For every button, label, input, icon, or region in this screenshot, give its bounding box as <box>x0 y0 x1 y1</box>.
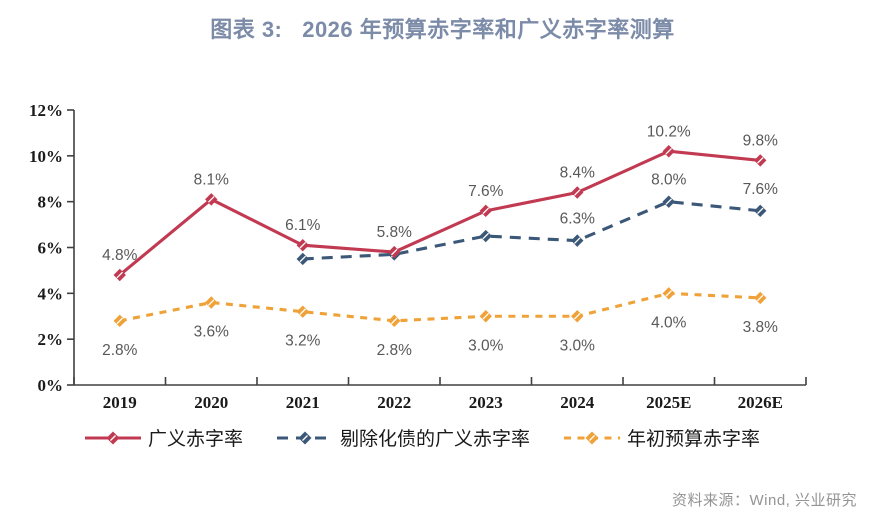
marker-highlight <box>299 241 307 249</box>
legend-label-2: 年初预算赤字率 <box>627 429 761 450</box>
x-tick-label: 2023 <box>469 393 503 412</box>
x-tick-label: 2020 <box>194 393 228 412</box>
legend-marker-0 <box>85 431 141 444</box>
marker-highlight <box>665 290 673 297</box>
data-label: 4.8% <box>102 247 138 264</box>
marker-highlight <box>299 255 307 263</box>
data-label: 8.1% <box>194 171 230 188</box>
marker-highlight <box>573 312 581 320</box>
legend-item-1: 剔除化债的广义赤字率 <box>277 424 530 451</box>
marker-highlight <box>390 248 398 256</box>
legend-item-2: 年初预算赤字率 <box>564 424 760 451</box>
legend-item-0: 广义赤字率 <box>85 424 243 451</box>
data-label: 7.6% <box>468 183 504 200</box>
series-line-1 <box>302 200 761 261</box>
data-label: 2.8% <box>377 342 413 359</box>
data-label: 6.3% <box>560 211 596 228</box>
y-tick-label: 0% <box>38 376 64 395</box>
data-label: 2.8% <box>102 342 138 359</box>
x-tick-label: 2024 <box>560 393 595 412</box>
source-note: 资料来源：Wind, 兴业研究 <box>671 492 857 509</box>
data-label: 4.0% <box>651 314 687 331</box>
marker-highlight <box>482 207 490 215</box>
y-tick-label: 6% <box>38 239 64 258</box>
data-label: 7.6% <box>743 181 779 198</box>
data-label: 8.0% <box>651 172 687 189</box>
marker-highlight <box>207 299 215 306</box>
y-tick-label: 4% <box>38 284 64 303</box>
legend-label-1: 剔除化债的广义赤字率 <box>340 429 531 450</box>
data-label: 3.2% <box>285 333 321 350</box>
chart-title: 图表 3: 2026 年预算赤字率和广义赤字率测算 <box>210 17 675 42</box>
data-label: 3.0% <box>560 337 596 354</box>
y-tick-label: 2% <box>38 330 64 349</box>
legend-label-0: 广义赤字率 <box>148 429 244 450</box>
data-label: 8.4% <box>560 165 596 182</box>
y-tick-label: 10% <box>29 147 63 166</box>
series-line-0 <box>118 149 761 277</box>
marker-highlight <box>756 157 764 164</box>
data-label: 3.8% <box>743 319 779 336</box>
x-tick-label: 2025E <box>646 393 691 412</box>
data-label: 10.2% <box>647 123 691 140</box>
marker-highlight <box>573 189 581 196</box>
data-label: 3.6% <box>194 324 230 341</box>
marker-highlight <box>756 294 764 302</box>
legend-marker-2 <box>564 431 621 444</box>
legend-marker-1 <box>277 431 334 444</box>
data-label: 6.1% <box>285 217 321 234</box>
line-chart: 0% 2% 4% 6% 8% 10% 12% 2019 2020 2021 2022 2023 2024… <box>29 101 807 412</box>
marker-highlight <box>116 271 124 279</box>
y-tick-label: 12% <box>29 101 63 120</box>
marker-highlight <box>482 232 490 240</box>
data-label: 9.8% <box>743 132 779 149</box>
marker-highlight <box>390 317 398 325</box>
data-label: 3.0% <box>468 337 504 354</box>
chart-legend: 广义赤字率 剔除化债的广义赤字率 年初预算赤字率 <box>85 424 760 451</box>
marker-highlight <box>299 308 307 315</box>
x-tick-label: 2021 <box>286 393 320 412</box>
x-tick-label: 2019 <box>103 393 137 412</box>
y-tick-label: 8% <box>38 193 64 212</box>
x-tick-label: 2022 <box>377 393 411 412</box>
marker-highlight <box>756 207 764 215</box>
data-label: 5.8% <box>377 224 413 241</box>
marker-highlight <box>665 198 673 205</box>
marker-highlight <box>482 312 490 320</box>
marker-highlight <box>207 196 215 203</box>
series-line-2 <box>119 291 761 323</box>
marker-highlight <box>665 147 673 155</box>
marker-highlight <box>573 237 581 244</box>
marker-highlight <box>116 317 124 325</box>
x-tick-label: 2026E <box>738 393 783 412</box>
